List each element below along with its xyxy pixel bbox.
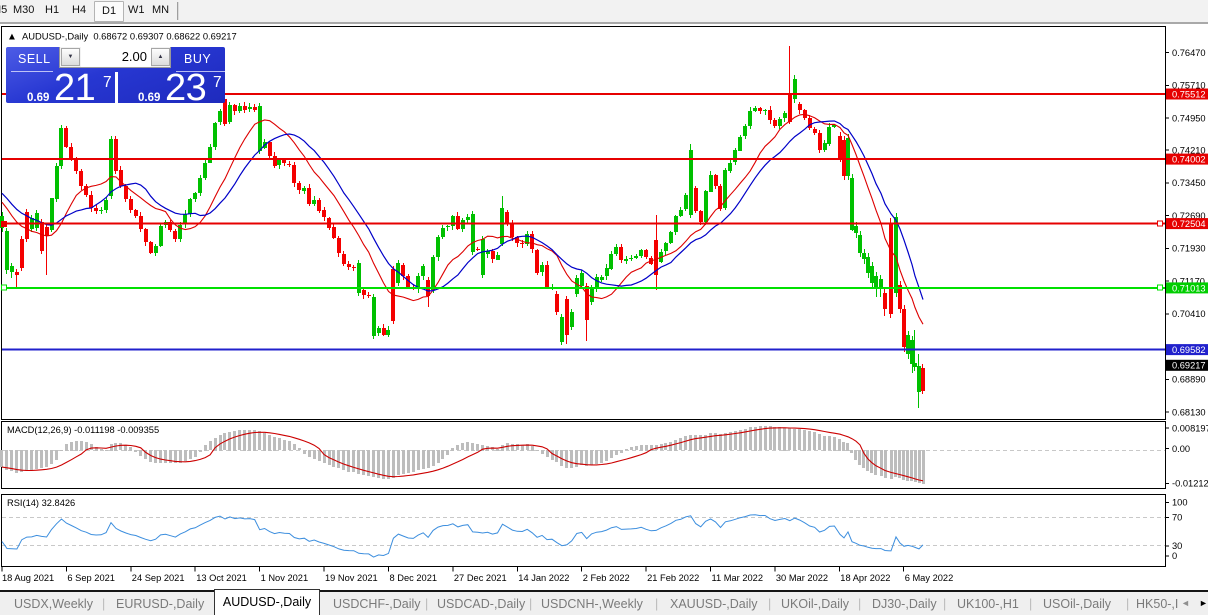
- svg-text:6 May 2022: 6 May 2022: [905, 573, 954, 583]
- svg-text:0: 0: [1172, 551, 1177, 561]
- svg-text:27 Dec 2021: 27 Dec 2021: [454, 573, 507, 583]
- svg-text:0.72690: 0.72690: [1172, 211, 1206, 221]
- svg-text:MACD(12,26,9) -0.011198 -0.009: MACD(12,26,9) -0.011198 -0.009355: [7, 425, 159, 435]
- svg-text:1 Nov 2021: 1 Nov 2021: [261, 573, 309, 583]
- svg-text:21 Feb 2022: 21 Feb 2022: [647, 573, 699, 583]
- svg-text:0.75710: 0.75710: [1172, 81, 1206, 91]
- svg-text:0.75512: 0.75512: [1172, 89, 1206, 99]
- svg-text:0.71930: 0.71930: [1172, 244, 1206, 254]
- svg-text:100: 100: [1172, 498, 1188, 508]
- svg-text:19 Nov 2021: 19 Nov 2021: [325, 573, 378, 583]
- svg-text:14 Jan 2022: 14 Jan 2022: [518, 573, 569, 583]
- svg-text:▲: ▲: [7, 32, 17, 43]
- svg-text:6 Sep 2021: 6 Sep 2021: [67, 573, 115, 583]
- svg-text:2 Feb 2022: 2 Feb 2022: [583, 573, 630, 583]
- svg-text:0.69582: 0.69582: [1172, 345, 1206, 355]
- svg-text:AUDUSD-,Daily 0.68672 0.69307: AUDUSD-,Daily 0.68672 0.69307 0.68622 0.…: [22, 31, 237, 42]
- svg-text:70: 70: [1172, 513, 1182, 523]
- svg-text:0.71170: 0.71170: [1172, 276, 1205, 286]
- svg-text:0.76470: 0.76470: [1172, 48, 1206, 58]
- svg-text:24 Sep 2021: 24 Sep 2021: [132, 573, 185, 583]
- svg-text:0.008197: 0.008197: [1172, 423, 1208, 433]
- svg-text:0.69217: 0.69217: [1172, 361, 1206, 371]
- svg-text:0.70410: 0.70410: [1172, 309, 1206, 319]
- svg-text:30 Mar 2022: 30 Mar 2022: [776, 573, 828, 583]
- svg-text:0.74950: 0.74950: [1172, 113, 1206, 123]
- svg-text:0.71013: 0.71013: [1172, 283, 1206, 293]
- svg-text:8 Dec 2021: 8 Dec 2021: [390, 573, 438, 583]
- svg-text:0.68130: 0.68130: [1172, 407, 1206, 417]
- svg-text:0.00: 0.00: [1172, 444, 1190, 454]
- svg-text:30: 30: [1172, 541, 1182, 551]
- svg-text:11 Mar 2022: 11 Mar 2022: [712, 573, 764, 583]
- svg-text:0.72504: 0.72504: [1172, 219, 1206, 229]
- svg-text:0.73450: 0.73450: [1172, 178, 1206, 188]
- svg-text:18 Aug 2021: 18 Aug 2021: [2, 573, 54, 583]
- svg-text:13 Oct 2021: 13 Oct 2021: [196, 573, 247, 583]
- svg-text:RSI(14) 32.8426: RSI(14) 32.8426: [7, 498, 75, 508]
- svg-text:0.68890: 0.68890: [1172, 375, 1206, 385]
- svg-text:18 Apr 2022: 18 Apr 2022: [840, 573, 890, 583]
- svg-text:0.74002: 0.74002: [1172, 155, 1206, 165]
- svg-text:0.74210: 0.74210: [1172, 145, 1206, 155]
